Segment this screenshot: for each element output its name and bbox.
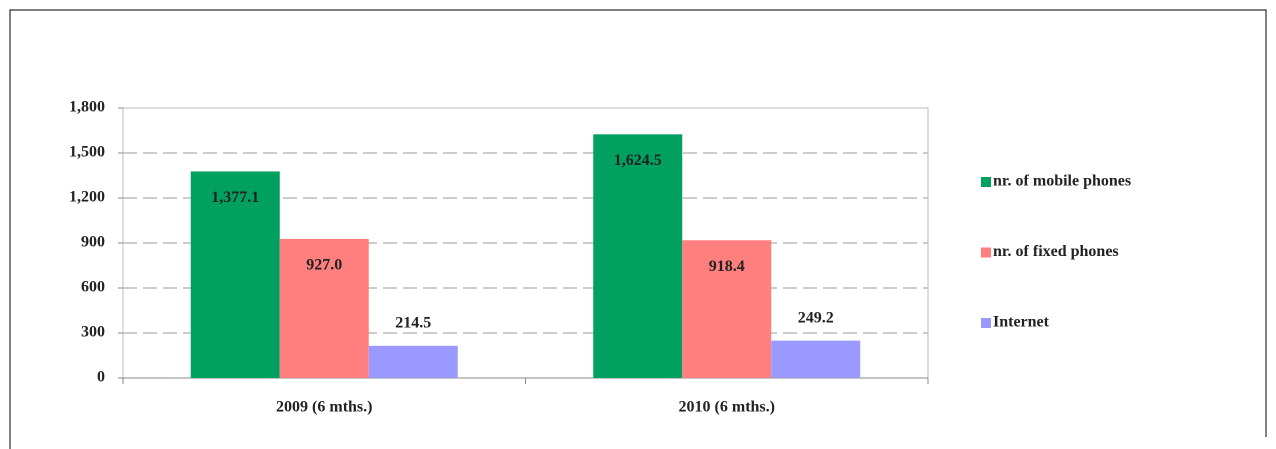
y-tick-label: 1,800 — [69, 99, 105, 116]
data-label: 249.2 — [798, 309, 834, 326]
legend-label: nr. of fixed phones — [993, 243, 1119, 260]
y-tick-label: 300 — [81, 324, 105, 341]
data-label: 1,377.1 — [211, 189, 259, 206]
legend-swatch — [981, 318, 991, 328]
legend-label: nr. of mobile phones — [993, 173, 1131, 190]
legend-swatch — [981, 177, 991, 187]
bar — [190, 171, 280, 378]
bar — [771, 340, 861, 378]
y-tick-label: 0 — [97, 369, 105, 386]
bar — [593, 134, 683, 378]
bar — [368, 345, 458, 378]
legend-swatch — [981, 247, 991, 258]
legend-label: Internet — [993, 314, 1050, 331]
y-tick-label: 1,500 — [69, 144, 105, 161]
bar — [279, 238, 369, 378]
x-tick-label: 2010 (6 mths.) — [679, 399, 775, 416]
y-tick-label: 1,200 — [69, 189, 105, 206]
frame — [9, 9, 1267, 449]
data-label: 927.0 — [306, 257, 342, 274]
y-tick-label: 900 — [81, 234, 105, 251]
y-tick-label: 600 — [81, 279, 105, 296]
data-label: 1,624.5 — [614, 152, 662, 169]
data-label: 918.4 — [709, 258, 745, 275]
data-label: 214.5 — [395, 314, 431, 331]
bar — [682, 240, 772, 378]
x-tick-label: 2009 (6 mths.) — [276, 399, 372, 416]
